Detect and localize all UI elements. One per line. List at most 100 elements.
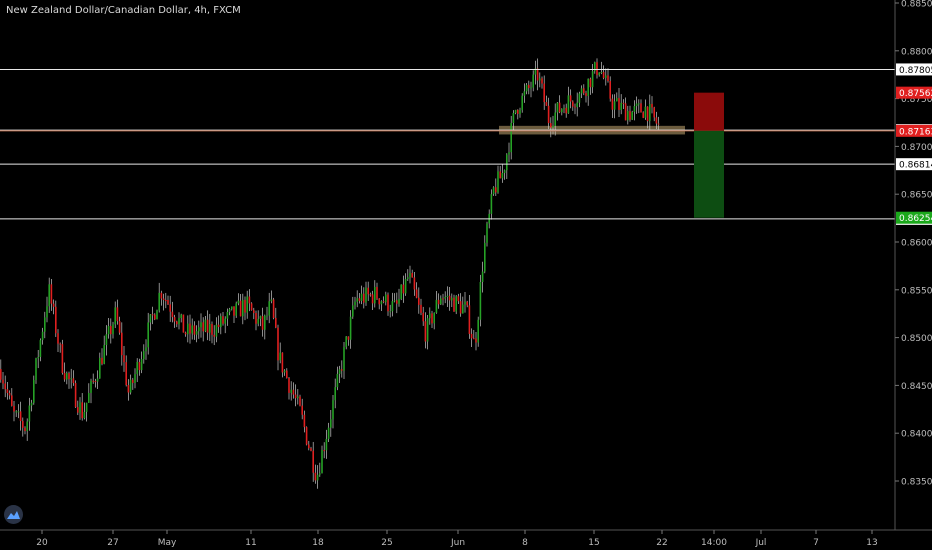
candle-up[interactable]	[591, 71, 594, 88]
candle-down[interactable]	[622, 102, 625, 104]
candle-up[interactable]	[598, 72, 600, 76]
candle-up[interactable]	[96, 378, 99, 382]
candle-up[interactable]	[514, 109, 517, 113]
candle-up[interactable]	[519, 110, 521, 114]
candle-up[interactable]	[644, 106, 647, 118]
candle-down[interactable]	[618, 98, 620, 110]
candle-down[interactable]	[281, 352, 284, 373]
candle-up[interactable]	[149, 314, 152, 323]
candle-up[interactable]	[178, 318, 180, 325]
candle-down[interactable]	[418, 297, 420, 305]
candle-up[interactable]	[112, 324, 114, 335]
candle-down[interactable]	[286, 370, 288, 378]
candle-down[interactable]	[176, 321, 178, 325]
position-target-zone[interactable]	[694, 130, 724, 218]
candle-down[interactable]	[171, 311, 174, 318]
candle-up[interactable]	[552, 125, 554, 128]
candle-down[interactable]	[162, 298, 165, 301]
candle-up[interactable]	[534, 68, 537, 75]
candle-up[interactable]	[200, 322, 202, 328]
candle-up[interactable]	[48, 284, 50, 307]
candle-up[interactable]	[365, 287, 367, 303]
candle-down[interactable]	[517, 109, 519, 114]
candle-up[interactable]	[266, 315, 268, 317]
candle-up[interactable]	[440, 298, 442, 305]
candle-up[interactable]	[195, 331, 198, 335]
candle-up[interactable]	[462, 304, 464, 314]
candle-down[interactable]	[213, 334, 215, 337]
candle-up[interactable]	[521, 95, 523, 111]
candle-up[interactable]	[259, 316, 262, 319]
candle-up[interactable]	[316, 474, 319, 481]
candle-down[interactable]	[550, 123, 552, 128]
candle-up[interactable]	[41, 331, 44, 341]
candle-down[interactable]	[59, 343, 61, 345]
candle-down[interactable]	[371, 294, 374, 304]
candle-up[interactable]	[237, 300, 240, 304]
candle-down[interactable]	[585, 93, 587, 96]
candle-up[interactable]	[90, 380, 92, 393]
candle-down[interactable]	[413, 277, 416, 290]
candle-down[interactable]	[640, 103, 642, 113]
candle-down[interactable]	[4, 383, 6, 390]
candle-down[interactable]	[323, 450, 325, 452]
candle-up[interactable]	[477, 319, 479, 343]
candle-up[interactable]	[37, 356, 39, 359]
candle-up[interactable]	[220, 316, 222, 328]
candle-down[interactable]	[347, 336, 350, 340]
candle-up[interactable]	[270, 299, 273, 302]
candle-up[interactable]	[198, 327, 200, 332]
candle-down[interactable]	[154, 314, 156, 320]
candle-down[interactable]	[68, 373, 70, 380]
candle-up[interactable]	[501, 173, 504, 179]
candle-up[interactable]	[39, 340, 42, 357]
candle-up[interactable]	[433, 312, 435, 324]
candle-up[interactable]	[136, 361, 138, 375]
candle-up[interactable]	[620, 102, 622, 110]
candle-down[interactable]	[363, 293, 365, 303]
candle-up[interactable]	[79, 402, 81, 413]
candle-up[interactable]	[99, 357, 101, 379]
candle-up[interactable]	[330, 419, 332, 428]
candle-down[interactable]	[61, 344, 64, 373]
candle-up[interactable]	[508, 152, 510, 155]
candle-down[interactable]	[565, 107, 567, 114]
candle-up[interactable]	[143, 351, 145, 360]
candle-down[interactable]	[499, 171, 501, 179]
candle-up[interactable]	[107, 326, 110, 335]
candle-down[interactable]	[448, 295, 451, 301]
candle-up[interactable]	[649, 103, 651, 122]
candle-up[interactable]	[83, 411, 86, 419]
candle-down[interactable]	[653, 107, 655, 118]
candle-up[interactable]	[26, 421, 28, 432]
candle-up[interactable]	[338, 369, 341, 374]
candle-down[interactable]	[193, 325, 196, 335]
candle-up[interactable]	[257, 318, 259, 324]
candle-down[interactable]	[624, 103, 627, 121]
candle-down[interactable]	[92, 380, 94, 382]
candle-up[interactable]	[235, 303, 237, 316]
candle-up[interactable]	[321, 450, 323, 474]
candle-up[interactable]	[616, 98, 618, 102]
candle-down[interactable]	[468, 305, 471, 334]
candle-up[interactable]	[486, 223, 488, 243]
candle-up[interactable]	[354, 301, 356, 306]
candle-up[interactable]	[633, 106, 636, 112]
candle-down[interactable]	[303, 414, 306, 428]
candle-up[interactable]	[464, 301, 466, 305]
candle-up[interactable]	[46, 306, 48, 318]
candle-down[interactable]	[125, 362, 127, 386]
candle-down[interactable]	[655, 117, 658, 124]
candle-up[interactable]	[156, 310, 158, 320]
candle-down[interactable]	[470, 333, 473, 339]
candle-up[interactable]	[145, 347, 147, 352]
candle-up[interactable]	[343, 346, 345, 371]
candle-down[interactable]	[424, 321, 427, 342]
candle-down[interactable]	[545, 102, 548, 106]
candle-down[interactable]	[457, 296, 460, 302]
candle-down[interactable]	[607, 75, 609, 82]
candle-up[interactable]	[187, 323, 189, 335]
candle-down[interactable]	[596, 62, 598, 76]
